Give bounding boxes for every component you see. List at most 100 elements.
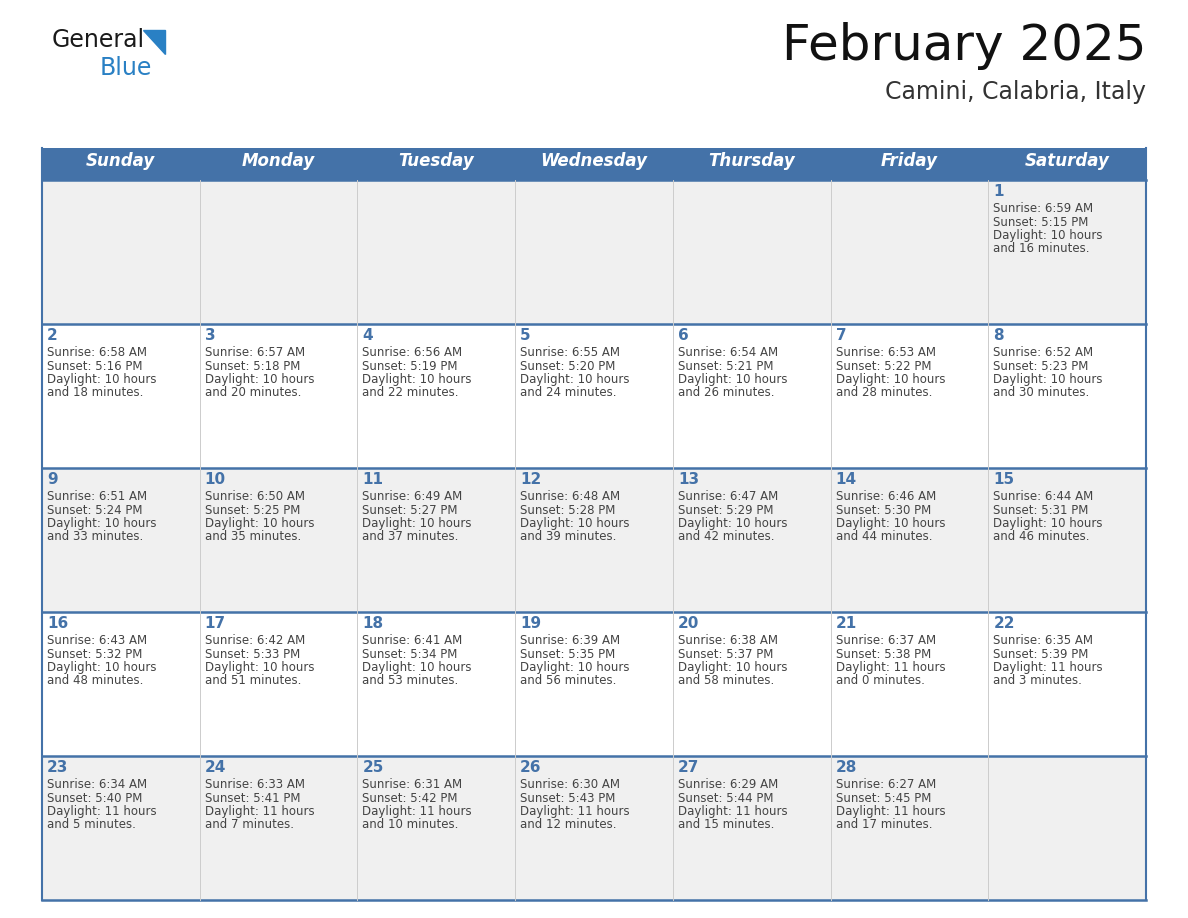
Bar xyxy=(988,148,1146,180)
Text: Daylight: 10 hours: Daylight: 10 hours xyxy=(48,373,157,386)
Bar xyxy=(988,324,1146,468)
Text: Daylight: 10 hours: Daylight: 10 hours xyxy=(678,373,788,386)
Text: and 39 minutes.: and 39 minutes. xyxy=(520,531,617,543)
Text: Sunrise: 6:53 AM: Sunrise: 6:53 AM xyxy=(835,346,936,359)
Text: Sunset: 5:22 PM: Sunset: 5:22 PM xyxy=(835,360,931,373)
Bar xyxy=(200,324,358,468)
Bar xyxy=(42,612,200,756)
Text: Daylight: 10 hours: Daylight: 10 hours xyxy=(993,229,1102,242)
Text: 9: 9 xyxy=(48,472,58,487)
Bar xyxy=(988,756,1146,900)
Text: Sunrise: 6:30 AM: Sunrise: 6:30 AM xyxy=(520,778,620,791)
Text: Sunrise: 6:58 AM: Sunrise: 6:58 AM xyxy=(48,346,147,359)
Text: and 22 minutes.: and 22 minutes. xyxy=(362,386,459,399)
Text: and 12 minutes.: and 12 minutes. xyxy=(520,819,617,832)
Text: Daylight: 11 hours: Daylight: 11 hours xyxy=(520,805,630,818)
Bar xyxy=(672,324,830,468)
Text: 3: 3 xyxy=(204,328,215,343)
Text: and 0 minutes.: and 0 minutes. xyxy=(835,675,924,688)
Text: Sunrise: 6:34 AM: Sunrise: 6:34 AM xyxy=(48,778,147,791)
Text: 27: 27 xyxy=(678,760,700,775)
Bar xyxy=(200,180,358,324)
Text: 13: 13 xyxy=(678,472,699,487)
Text: Daylight: 10 hours: Daylight: 10 hours xyxy=(48,661,157,674)
Text: 17: 17 xyxy=(204,616,226,631)
Text: Sunrise: 6:46 AM: Sunrise: 6:46 AM xyxy=(835,490,936,503)
Text: Daylight: 10 hours: Daylight: 10 hours xyxy=(835,373,946,386)
Text: Daylight: 10 hours: Daylight: 10 hours xyxy=(362,517,472,530)
Text: Daylight: 10 hours: Daylight: 10 hours xyxy=(204,517,314,530)
Text: Sunset: 5:44 PM: Sunset: 5:44 PM xyxy=(678,791,773,804)
Bar xyxy=(672,180,830,324)
Bar xyxy=(358,324,516,468)
Bar xyxy=(830,324,988,468)
Text: 25: 25 xyxy=(362,760,384,775)
Text: and 44 minutes.: and 44 minutes. xyxy=(835,531,933,543)
Text: Sunrise: 6:52 AM: Sunrise: 6:52 AM xyxy=(993,346,1093,359)
Bar xyxy=(830,148,988,180)
Text: Daylight: 10 hours: Daylight: 10 hours xyxy=(993,373,1102,386)
Bar xyxy=(358,148,516,180)
Text: Thursday: Thursday xyxy=(708,152,795,170)
Text: Sunset: 5:15 PM: Sunset: 5:15 PM xyxy=(993,216,1088,229)
Text: Sunset: 5:30 PM: Sunset: 5:30 PM xyxy=(835,503,931,517)
Text: Daylight: 10 hours: Daylight: 10 hours xyxy=(204,661,314,674)
Text: Sunset: 5:24 PM: Sunset: 5:24 PM xyxy=(48,503,143,517)
Text: 21: 21 xyxy=(835,616,857,631)
Text: February 2025: February 2025 xyxy=(782,22,1146,70)
Bar xyxy=(42,468,200,612)
Text: Daylight: 10 hours: Daylight: 10 hours xyxy=(678,517,788,530)
Text: 26: 26 xyxy=(520,760,542,775)
Text: and 24 minutes.: and 24 minutes. xyxy=(520,386,617,399)
Text: Sunrise: 6:41 AM: Sunrise: 6:41 AM xyxy=(362,634,462,647)
Bar xyxy=(200,148,358,180)
Text: Sunset: 5:31 PM: Sunset: 5:31 PM xyxy=(993,503,1088,517)
Bar xyxy=(672,468,830,612)
Text: General: General xyxy=(52,28,145,52)
Text: Sunset: 5:19 PM: Sunset: 5:19 PM xyxy=(362,360,457,373)
Text: Daylight: 10 hours: Daylight: 10 hours xyxy=(204,373,314,386)
Text: Tuesday: Tuesday xyxy=(398,152,474,170)
Text: Sunrise: 6:50 AM: Sunrise: 6:50 AM xyxy=(204,490,304,503)
Text: Daylight: 11 hours: Daylight: 11 hours xyxy=(204,805,315,818)
Text: Sunset: 5:16 PM: Sunset: 5:16 PM xyxy=(48,360,143,373)
Bar xyxy=(200,468,358,612)
Text: 6: 6 xyxy=(678,328,689,343)
Text: Sunset: 5:42 PM: Sunset: 5:42 PM xyxy=(362,791,457,804)
Text: and 48 minutes.: and 48 minutes. xyxy=(48,675,144,688)
Text: Sunday: Sunday xyxy=(87,152,156,170)
Text: Sunset: 5:23 PM: Sunset: 5:23 PM xyxy=(993,360,1088,373)
Polygon shape xyxy=(143,30,165,54)
Text: 10: 10 xyxy=(204,472,226,487)
Text: and 37 minutes.: and 37 minutes. xyxy=(362,531,459,543)
Bar xyxy=(516,180,672,324)
Text: 20: 20 xyxy=(678,616,700,631)
Text: Daylight: 10 hours: Daylight: 10 hours xyxy=(835,517,946,530)
Text: Sunrise: 6:56 AM: Sunrise: 6:56 AM xyxy=(362,346,462,359)
Text: Daylight: 11 hours: Daylight: 11 hours xyxy=(835,805,946,818)
Bar xyxy=(830,180,988,324)
Bar xyxy=(358,468,516,612)
Bar xyxy=(200,612,358,756)
Text: Sunset: 5:21 PM: Sunset: 5:21 PM xyxy=(678,360,773,373)
Text: and 46 minutes.: and 46 minutes. xyxy=(993,531,1089,543)
Text: Sunrise: 6:51 AM: Sunrise: 6:51 AM xyxy=(48,490,147,503)
Text: and 35 minutes.: and 35 minutes. xyxy=(204,531,301,543)
Bar xyxy=(672,148,830,180)
Text: and 28 minutes.: and 28 minutes. xyxy=(835,386,931,399)
Text: Sunset: 5:39 PM: Sunset: 5:39 PM xyxy=(993,647,1088,660)
Text: Sunrise: 6:33 AM: Sunrise: 6:33 AM xyxy=(204,778,304,791)
Text: Sunrise: 6:55 AM: Sunrise: 6:55 AM xyxy=(520,346,620,359)
Text: Friday: Friday xyxy=(881,152,939,170)
Text: and 53 minutes.: and 53 minutes. xyxy=(362,675,459,688)
Text: Sunrise: 6:37 AM: Sunrise: 6:37 AM xyxy=(835,634,936,647)
Bar xyxy=(358,756,516,900)
Text: and 33 minutes.: and 33 minutes. xyxy=(48,531,144,543)
Text: Sunrise: 6:29 AM: Sunrise: 6:29 AM xyxy=(678,778,778,791)
Text: 12: 12 xyxy=(520,472,542,487)
Text: Sunrise: 6:44 AM: Sunrise: 6:44 AM xyxy=(993,490,1093,503)
Bar xyxy=(516,756,672,900)
Text: Blue: Blue xyxy=(100,56,152,80)
Bar xyxy=(988,612,1146,756)
Text: and 18 minutes.: and 18 minutes. xyxy=(48,386,144,399)
